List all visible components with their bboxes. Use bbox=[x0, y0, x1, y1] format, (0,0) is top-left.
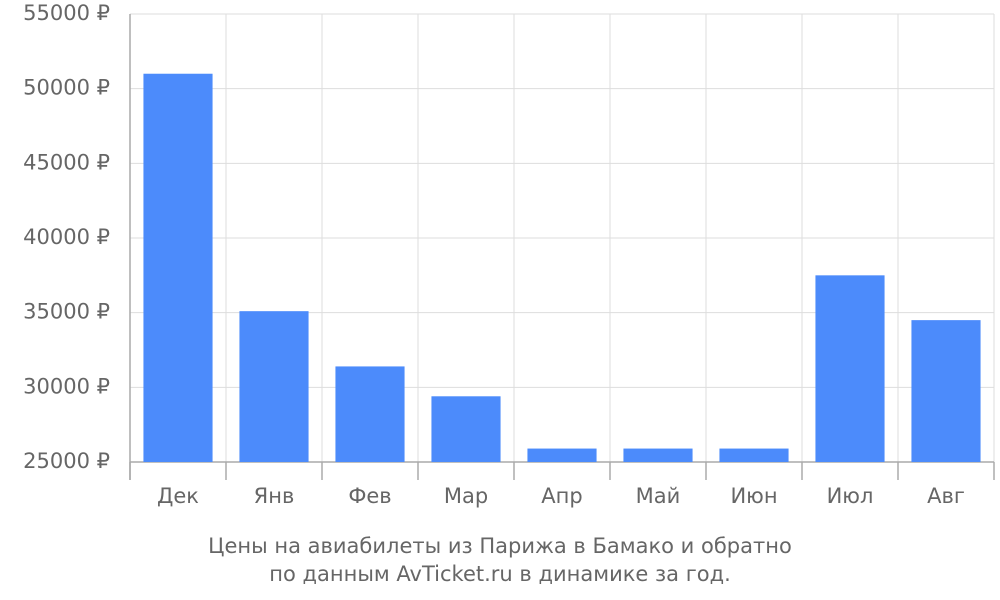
y-tick-label: 55000 ₽ bbox=[23, 1, 110, 25]
y-tick-label: 50000 ₽ bbox=[23, 76, 110, 100]
x-tick-label: Июн bbox=[730, 484, 777, 508]
y-tick-label: 40000 ₽ bbox=[23, 225, 110, 249]
x-tick-label: Май bbox=[636, 484, 681, 508]
y-tick-label: 25000 ₽ bbox=[23, 449, 110, 473]
x-tick-label: Фев bbox=[348, 484, 391, 508]
x-tick-label: Июл bbox=[827, 484, 874, 508]
chart-title: по данным AvTicket.ru в динамике за год. bbox=[269, 562, 731, 586]
bar bbox=[239, 311, 309, 462]
chart-title: Цены на авиабилеты из Парижа в Бамако и … bbox=[208, 534, 792, 558]
bar bbox=[911, 320, 981, 462]
bar bbox=[623, 448, 693, 462]
x-tick-label: Мар bbox=[444, 484, 488, 508]
y-tick-label: 45000 ₽ bbox=[23, 150, 110, 174]
bar bbox=[335, 366, 405, 462]
bar bbox=[143, 73, 213, 462]
bar bbox=[431, 396, 501, 462]
y-tick-label: 35000 ₽ bbox=[23, 300, 110, 324]
x-tick-label: Янв bbox=[254, 484, 295, 508]
x-tick-label: Авг bbox=[927, 484, 965, 508]
y-tick-label: 30000 ₽ bbox=[23, 374, 110, 398]
bar bbox=[527, 448, 597, 462]
bar bbox=[815, 275, 885, 462]
x-tick-label: Апр bbox=[541, 484, 582, 508]
bar bbox=[719, 448, 789, 462]
x-tick-label: Дек bbox=[157, 484, 199, 508]
